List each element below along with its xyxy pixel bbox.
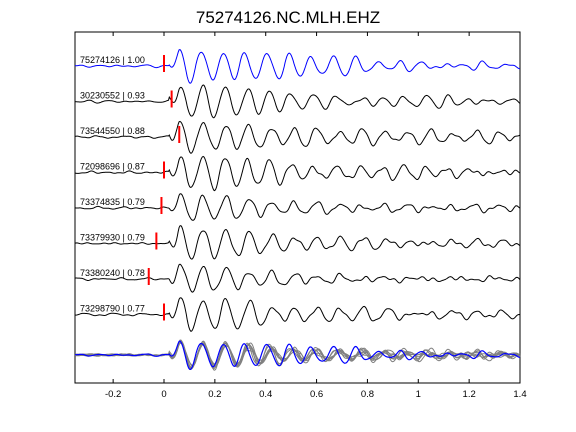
trace-72098696	[74, 155, 521, 192]
picks-layer	[147, 55, 181, 321]
trace-30230552	[74, 84, 521, 119]
x-tick-label: 0.2	[208, 389, 221, 400]
trace-73379930	[74, 225, 521, 260]
trace-label-73374835: 73374835 | 0.79	[80, 197, 145, 207]
x-axis-ticks: -0.2 0 0.2 0.4 0.6 0.8 1 1.2 1.4	[105, 32, 527, 400]
trace-73298790	[74, 297, 521, 332]
stack-layer	[74, 339, 521, 371]
x-tick-label: 0.8	[361, 389, 374, 400]
trace-labels-layer: 75274126 | 1.00 30230552 | 0.93 73544550 |…	[80, 55, 145, 314]
x-tick-label: -0.2	[105, 389, 121, 400]
trace-73374835	[74, 193, 521, 221]
trace-label-72098696: 72098696 | 0.87	[80, 162, 145, 172]
trace-label-73298790: 73298790 | 0.77	[80, 304, 145, 314]
trace-label-75274126: 75274126 | 1.00	[80, 55, 145, 65]
x-tick-label: 0.4	[259, 389, 272, 400]
x-tick-label: 0	[161, 389, 166, 400]
trace-75274126	[74, 49, 521, 84]
plot-frame	[74, 31, 521, 384]
x-tick-label: 0.6	[310, 389, 323, 400]
stack-trace-75274126	[75, 340, 521, 370]
x-tick-label: 1.2	[463, 389, 476, 400]
trace-label-73544550: 73544550 | 0.88	[80, 126, 145, 136]
stack-trace-73298790	[74, 340, 521, 370]
traces-layer	[74, 49, 521, 332]
trace-73544550	[74, 120, 521, 154]
x-tick-label: 1.4	[513, 389, 526, 400]
x-tick-label: 1	[416, 389, 421, 400]
trace-label-73380240: 73380240 | 0.78	[80, 268, 145, 278]
trace-label-30230552: 30230552 | 0.93	[80, 91, 145, 101]
trace-label-73379930: 73379930 | 0.79	[80, 233, 145, 243]
chart-title: 75274126.NC.MLH.EHZ	[196, 8, 380, 27]
